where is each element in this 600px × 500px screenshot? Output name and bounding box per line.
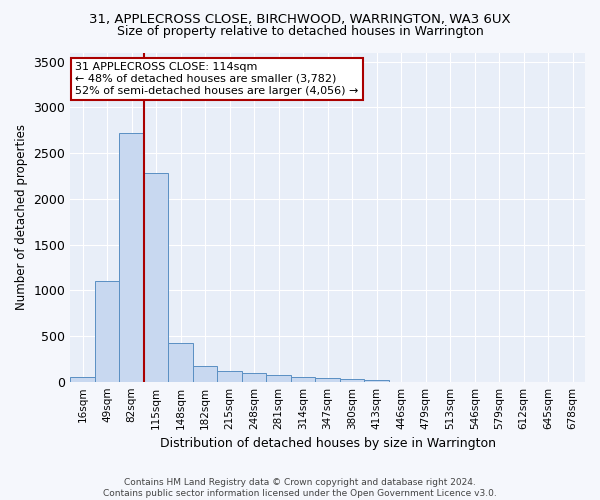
Bar [169, 344, 193, 382]
Bar [95, 281, 119, 382]
Bar [316, 378, 340, 382]
Y-axis label: Number of detached properties: Number of detached properties [15, 124, 28, 310]
Text: Size of property relative to detached houses in Warrington: Size of property relative to detached ho… [116, 25, 484, 38]
Bar [291, 376, 316, 382]
Bar [364, 380, 389, 382]
Bar [119, 133, 144, 382]
Bar [242, 374, 266, 382]
Bar [144, 173, 169, 382]
X-axis label: Distribution of detached houses by size in Warrington: Distribution of detached houses by size … [160, 437, 496, 450]
Text: 31 APPLECROSS CLOSE: 114sqm
← 48% of detached houses are smaller (3,782)
52% of : 31 APPLECROSS CLOSE: 114sqm ← 48% of det… [76, 62, 359, 96]
Bar [193, 366, 217, 382]
Text: Contains HM Land Registry data © Crown copyright and database right 2024.
Contai: Contains HM Land Registry data © Crown c… [103, 478, 497, 498]
Bar [266, 376, 291, 382]
Bar [217, 370, 242, 382]
Text: 31, APPLECROSS CLOSE, BIRCHWOOD, WARRINGTON, WA3 6UX: 31, APPLECROSS CLOSE, BIRCHWOOD, WARRING… [89, 12, 511, 26]
Bar [70, 377, 95, 382]
Bar [340, 379, 364, 382]
